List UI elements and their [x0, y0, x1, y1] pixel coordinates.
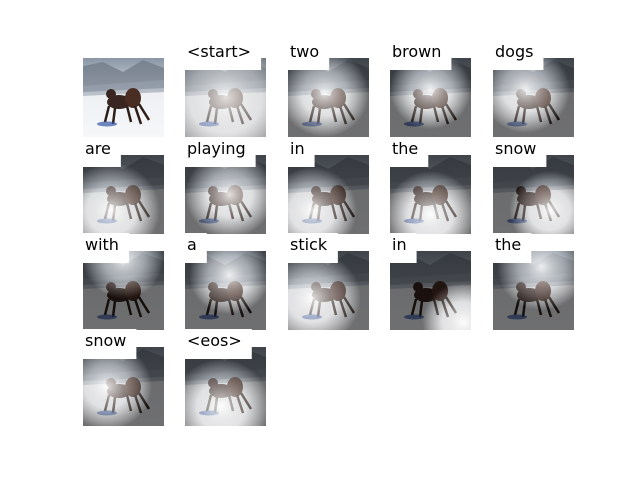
- cell: a: [185, 233, 266, 330]
- word-label: are: [85, 139, 111, 158]
- cell: in: [390, 233, 471, 330]
- attention-map: [493, 58, 574, 137]
- cell: are: [83, 137, 164, 234]
- cell: [83, 58, 164, 137]
- word-label: dogs: [495, 42, 533, 61]
- label-background: [288, 233, 338, 263]
- cell: brown: [390, 40, 471, 137]
- label-background: [83, 137, 121, 167]
- label-background: [185, 137, 256, 167]
- word-label: snow: [85, 331, 126, 350]
- label-background: [493, 40, 544, 70]
- word-label: brown: [392, 42, 441, 61]
- attention-map: [390, 58, 471, 137]
- word-label: in: [290, 139, 305, 158]
- attention-map: [493, 251, 574, 330]
- cell: snow: [83, 329, 164, 426]
- cell: the: [390, 137, 471, 234]
- label-background: [390, 40, 452, 70]
- word-label: stick: [290, 235, 328, 254]
- label-background: [493, 137, 547, 167]
- attention-map: [185, 347, 266, 426]
- label-background: [83, 329, 137, 359]
- label-background: [185, 233, 207, 263]
- attention-map: [83, 155, 164, 234]
- attention-map: [288, 251, 369, 330]
- cell: two: [288, 40, 369, 137]
- word-label: <eos>: [187, 331, 242, 350]
- cell: with: [83, 233, 164, 330]
- attention-map: [390, 251, 471, 330]
- attention-map: [83, 347, 164, 426]
- word-label: <start>: [187, 42, 251, 61]
- word-label: the: [495, 235, 521, 254]
- word-label: the: [392, 139, 418, 158]
- cell: <start>: [185, 40, 266, 137]
- attention-map: [185, 251, 266, 330]
- attention-map: [288, 58, 369, 137]
- label-background: [390, 233, 417, 263]
- cell: in: [288, 137, 369, 234]
- label-background: [493, 233, 532, 263]
- attention-grid: <start> two brown dogs are playing in the snow wi…: [83, 40, 574, 426]
- attention-map: [185, 58, 266, 137]
- label-background: [83, 233, 129, 263]
- word-label: two: [290, 42, 319, 61]
- cell: <eos>: [185, 329, 266, 426]
- label-background: [288, 137, 315, 167]
- word-label: with: [85, 235, 119, 254]
- attention-map: [390, 155, 471, 234]
- image: [83, 58, 164, 137]
- word-label: snow: [495, 139, 536, 158]
- cell: stick: [288, 233, 369, 330]
- attention-map: [288, 155, 369, 234]
- cell: snow: [493, 137, 574, 234]
- attention-map: [185, 155, 266, 234]
- attention-map: [493, 155, 574, 234]
- label-background: [185, 40, 262, 70]
- cell: dogs: [493, 40, 574, 137]
- word-label: playing: [187, 139, 246, 158]
- cell: playing: [185, 137, 266, 234]
- word-label: in: [392, 235, 407, 254]
- label-background: [185, 329, 252, 359]
- label-background: [288, 40, 330, 70]
- attention-map: [83, 251, 164, 330]
- label-background: [390, 137, 429, 167]
- word-label: a: [187, 235, 197, 254]
- cell: the: [493, 233, 574, 330]
